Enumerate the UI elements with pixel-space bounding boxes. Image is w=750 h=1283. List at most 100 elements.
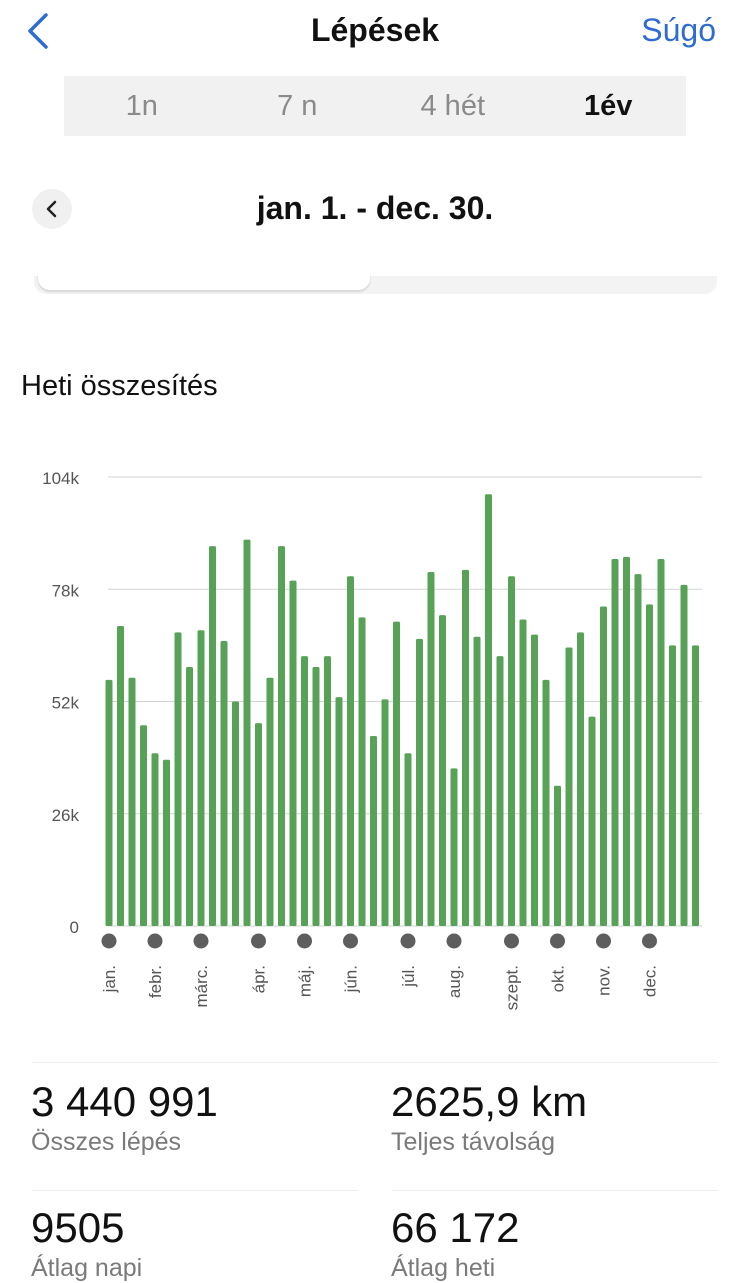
total-steps-label: Összes lépés bbox=[31, 1128, 182, 1156]
week-bar[interactable] bbox=[393, 621, 400, 926]
chart-heading: Heti összesítés bbox=[21, 370, 218, 402]
month-label: dec. bbox=[641, 965, 660, 997]
month-label: márc. bbox=[192, 965, 211, 1008]
month-label: jan. bbox=[100, 965, 119, 993]
week-bar[interactable] bbox=[450, 768, 458, 926]
week-bar[interactable] bbox=[646, 604, 653, 926]
total-steps-value: 3 440 991 bbox=[31, 1078, 218, 1125]
month-label: okt. bbox=[549, 965, 568, 992]
back-button[interactable] bbox=[18, 8, 58, 54]
month-marker-dot bbox=[504, 933, 519, 949]
week-bar[interactable] bbox=[255, 723, 262, 926]
help-link[interactable]: Súgó bbox=[641, 12, 716, 48]
week-bar[interactable] bbox=[128, 677, 136, 926]
week-bar[interactable] bbox=[554, 785, 561, 926]
week-bar[interactable] bbox=[243, 539, 251, 926]
week-bar[interactable] bbox=[163, 759, 170, 926]
week-bar[interactable] bbox=[312, 666, 320, 926]
y-tick-label: 26k bbox=[52, 806, 80, 825]
week-bar[interactable] bbox=[278, 546, 285, 926]
daily-average-value: 9505 bbox=[31, 1204, 125, 1251]
month-marker-dot bbox=[550, 933, 565, 949]
week-bar[interactable] bbox=[381, 699, 389, 926]
week-bar[interactable] bbox=[542, 679, 550, 926]
week-bar[interactable] bbox=[439, 615, 446, 926]
month-marker-dot bbox=[642, 933, 657, 949]
week-bar[interactable] bbox=[669, 645, 676, 926]
month-label: nov. bbox=[595, 965, 614, 996]
week-bar[interactable] bbox=[289, 580, 297, 926]
y-tick-label: 52k bbox=[52, 694, 80, 713]
week-bar[interactable] bbox=[462, 569, 469, 926]
week-bar[interactable] bbox=[197, 630, 205, 926]
tab-4-weeks[interactable]: 4 hét bbox=[420, 89, 486, 122]
range-scroll-thumb[interactable] bbox=[38, 272, 370, 290]
week-bar[interactable] bbox=[508, 576, 515, 926]
month-label: aug. bbox=[445, 965, 464, 998]
week-bar[interactable] bbox=[473, 636, 481, 926]
week-bar[interactable] bbox=[588, 716, 596, 926]
week-bar[interactable] bbox=[485, 494, 492, 926]
week-bar[interactable] bbox=[611, 559, 619, 926]
week-bar[interactable] bbox=[266, 677, 274, 926]
week-bar[interactable] bbox=[657, 559, 665, 926]
weekly-steps-chart: 0 26k 52k 78k 104k jan. febr. márc. ápr. máj. jún… bbox=[42, 469, 702, 1010]
month-label: febr. bbox=[146, 965, 165, 998]
week-bar[interactable] bbox=[105, 679, 113, 926]
month-marker-dot bbox=[101, 933, 117, 949]
week-bar[interactable] bbox=[324, 656, 331, 926]
week-bar[interactable] bbox=[220, 641, 228, 926]
month-label: ápr. bbox=[250, 965, 269, 993]
y-tick-label: 0 bbox=[70, 918, 79, 937]
week-bar[interactable] bbox=[209, 546, 216, 926]
week-bar[interactable] bbox=[680, 584, 688, 926]
week-bar[interactable] bbox=[577, 632, 584, 926]
week-bar[interactable] bbox=[692, 645, 699, 926]
total-distance-label: Teljes távolság bbox=[391, 1128, 555, 1156]
month-marker-dot bbox=[251, 933, 266, 949]
week-bar[interactable] bbox=[186, 666, 193, 926]
tab-7-days[interactable]: 7 n bbox=[277, 89, 318, 122]
y-tick-label: 104k bbox=[42, 469, 79, 488]
week-bar[interactable] bbox=[565, 647, 573, 926]
tab-1-year[interactable]: 1év bbox=[584, 89, 633, 122]
month-marker-dot bbox=[147, 933, 163, 949]
previous-range-button[interactable] bbox=[32, 189, 72, 229]
week-bar[interactable] bbox=[140, 725, 147, 926]
week-bar[interactable] bbox=[623, 556, 630, 926]
week-bar[interactable] bbox=[335, 697, 343, 926]
chevron-left-icon bbox=[46, 200, 57, 218]
month-marker-dot bbox=[446, 933, 462, 949]
daily-average-label: Átlag napi bbox=[31, 1254, 143, 1282]
month-label: jún. bbox=[342, 965, 361, 993]
week-bar[interactable] bbox=[600, 606, 607, 926]
week-bar[interactable] bbox=[232, 701, 239, 927]
week-bar[interactable] bbox=[531, 634, 538, 926]
week-bar[interactable] bbox=[519, 619, 527, 926]
date-range: jan. 1. - dec. 30. bbox=[256, 190, 494, 226]
stats-divider-top bbox=[32, 1062, 718, 1063]
week-bar[interactable] bbox=[404, 753, 412, 926]
week-bar[interactable] bbox=[496, 656, 504, 926]
month-label: júl. bbox=[399, 965, 418, 988]
week-bar[interactable] bbox=[358, 617, 366, 926]
week-bar[interactable] bbox=[347, 576, 354, 926]
weekly-average-value: 66 172 bbox=[391, 1204, 520, 1251]
week-bar[interactable] bbox=[634, 574, 642, 926]
page-title: Lépések bbox=[310, 12, 440, 48]
week-bar[interactable] bbox=[416, 638, 423, 926]
week-bar[interactable] bbox=[427, 571, 435, 926]
stats-divider-left bbox=[32, 1190, 358, 1191]
month-marker-dot bbox=[297, 933, 312, 949]
week-bar[interactable] bbox=[117, 625, 124, 926]
period-segmented-control: 1n 7 n 4 hét 1év bbox=[64, 76, 686, 136]
week-bar[interactable] bbox=[301, 656, 308, 926]
week-bar[interactable] bbox=[151, 753, 159, 926]
month-label: máj. bbox=[296, 965, 315, 997]
month-marker-dot bbox=[193, 933, 209, 949]
week-bar[interactable] bbox=[174, 632, 182, 926]
week-bar[interactable] bbox=[370, 736, 377, 926]
month-marker-dot bbox=[343, 933, 358, 949]
weekly-average-label: Átlag heti bbox=[391, 1254, 496, 1282]
tab-1-day[interactable]: 1n bbox=[125, 89, 158, 122]
